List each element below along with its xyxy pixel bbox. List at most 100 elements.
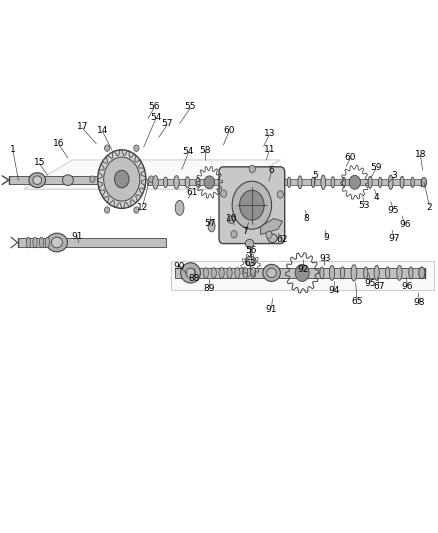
- Text: 1: 1: [10, 145, 16, 154]
- Ellipse shape: [351, 265, 357, 281]
- Ellipse shape: [245, 239, 254, 248]
- Text: 94: 94: [328, 286, 339, 295]
- Ellipse shape: [411, 177, 414, 188]
- Circle shape: [249, 165, 255, 173]
- Circle shape: [204, 176, 215, 189]
- Text: 97: 97: [389, 234, 400, 243]
- Circle shape: [232, 181, 272, 229]
- Polygon shape: [175, 268, 425, 278]
- Circle shape: [295, 264, 309, 281]
- Ellipse shape: [298, 176, 302, 189]
- Ellipse shape: [186, 268, 195, 278]
- Circle shape: [277, 191, 283, 198]
- Ellipse shape: [52, 237, 63, 248]
- Ellipse shape: [185, 177, 190, 188]
- Text: 60: 60: [345, 153, 356, 161]
- Ellipse shape: [175, 200, 184, 215]
- Ellipse shape: [421, 177, 427, 187]
- Circle shape: [231, 230, 237, 238]
- Circle shape: [266, 231, 272, 239]
- Ellipse shape: [364, 267, 368, 279]
- Ellipse shape: [245, 256, 256, 266]
- Ellipse shape: [378, 177, 382, 188]
- Ellipse shape: [329, 265, 335, 280]
- Text: 5: 5: [312, 172, 318, 180]
- Text: 3: 3: [391, 172, 397, 180]
- Ellipse shape: [321, 175, 325, 189]
- Polygon shape: [18, 238, 166, 247]
- Text: 16: 16: [53, 140, 65, 148]
- Ellipse shape: [45, 237, 49, 248]
- Circle shape: [349, 175, 360, 189]
- Ellipse shape: [397, 265, 402, 280]
- Ellipse shape: [251, 268, 256, 278]
- Text: 90: 90: [173, 262, 184, 271]
- Text: 14: 14: [97, 126, 109, 135]
- Polygon shape: [171, 261, 434, 290]
- Text: 18: 18: [415, 150, 426, 159]
- Ellipse shape: [368, 176, 372, 188]
- Ellipse shape: [243, 268, 248, 278]
- Ellipse shape: [46, 233, 67, 252]
- Text: 13: 13: [264, 129, 275, 138]
- Text: 7: 7: [242, 228, 248, 236]
- Text: 65: 65: [351, 297, 363, 305]
- Text: 6: 6: [268, 166, 275, 175]
- Text: 12: 12: [137, 204, 148, 212]
- Text: 15: 15: [34, 158, 45, 167]
- Circle shape: [134, 145, 139, 151]
- Text: 62: 62: [277, 236, 288, 244]
- Ellipse shape: [227, 268, 232, 278]
- Circle shape: [240, 190, 264, 220]
- Ellipse shape: [62, 175, 73, 185]
- Text: 58: 58: [199, 146, 211, 155]
- Ellipse shape: [211, 268, 216, 278]
- Ellipse shape: [203, 268, 208, 278]
- Text: 95: 95: [364, 279, 376, 288]
- Ellipse shape: [219, 268, 224, 278]
- Ellipse shape: [419, 267, 425, 279]
- Polygon shape: [261, 219, 283, 235]
- Ellipse shape: [409, 267, 413, 279]
- Text: 10: 10: [226, 214, 238, 223]
- Ellipse shape: [153, 175, 158, 189]
- Ellipse shape: [342, 177, 346, 188]
- Text: 60: 60: [223, 126, 234, 135]
- Ellipse shape: [227, 216, 235, 223]
- Ellipse shape: [235, 268, 240, 278]
- Text: 56: 56: [245, 246, 256, 255]
- Ellipse shape: [400, 176, 404, 188]
- Polygon shape: [24, 160, 280, 189]
- Ellipse shape: [385, 267, 390, 279]
- Ellipse shape: [340, 267, 345, 279]
- Ellipse shape: [163, 177, 168, 188]
- Text: 9: 9: [323, 233, 329, 241]
- Text: 54: 54: [150, 113, 162, 122]
- Text: 59: 59: [370, 164, 381, 172]
- Ellipse shape: [180, 263, 200, 283]
- Circle shape: [115, 170, 129, 188]
- Text: 89: 89: [204, 285, 215, 293]
- Text: 8: 8: [304, 214, 310, 223]
- Circle shape: [134, 207, 139, 213]
- Ellipse shape: [26, 237, 31, 248]
- Text: 17: 17: [77, 122, 88, 131]
- Circle shape: [90, 176, 95, 182]
- Ellipse shape: [374, 265, 379, 280]
- Text: 98: 98: [414, 298, 425, 307]
- Text: 91: 91: [266, 305, 277, 313]
- FancyBboxPatch shape: [219, 167, 285, 244]
- Ellipse shape: [331, 177, 335, 188]
- Ellipse shape: [389, 175, 393, 189]
- Text: 57: 57: [162, 119, 173, 128]
- Ellipse shape: [29, 173, 46, 188]
- Polygon shape: [280, 179, 423, 185]
- Circle shape: [98, 150, 146, 208]
- Polygon shape: [147, 179, 219, 185]
- Text: 4: 4: [374, 193, 379, 201]
- Ellipse shape: [208, 220, 215, 232]
- Text: 88: 88: [188, 274, 200, 282]
- Text: 57: 57: [205, 220, 216, 228]
- Text: 95: 95: [388, 206, 399, 215]
- Text: 61: 61: [186, 189, 198, 197]
